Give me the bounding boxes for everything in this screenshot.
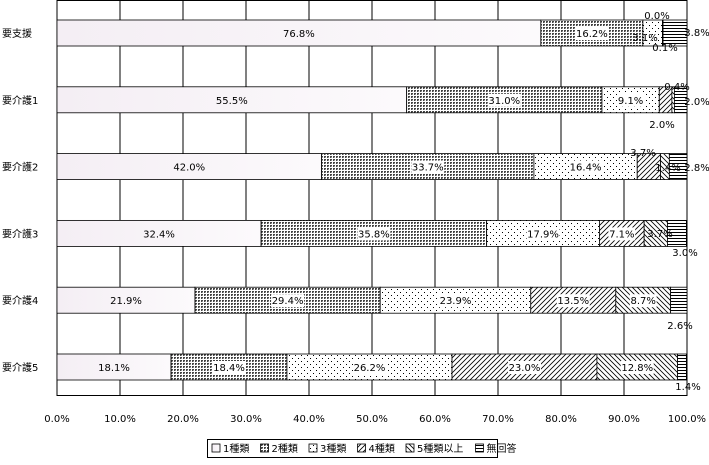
bar-segment	[56, 153, 323, 181]
x-tick-label: 50.0%	[356, 414, 388, 425]
legend-label: 5種類以上	[417, 442, 463, 455]
legend-swatch	[308, 443, 318, 453]
x-tick-label: 30.0%	[230, 414, 262, 425]
x-tick-label: 20.0%	[167, 414, 199, 425]
data-label: 2.6%	[667, 321, 692, 332]
data-label: 18.4%	[213, 363, 245, 374]
category-label: 要介護3	[2, 227, 38, 240]
x-tick-label: 0.0%	[44, 414, 69, 425]
data-label: 9.1%	[618, 96, 643, 107]
data-label-bg	[357, 227, 391, 241]
data-label: 0.0%	[644, 11, 669, 22]
data-label: 16.4%	[570, 163, 602, 174]
legend-label: 1種類	[223, 442, 249, 455]
legend-label: 無回答	[487, 442, 517, 455]
data-label: 23.0%	[509, 363, 541, 374]
data-label-bg	[487, 93, 521, 107]
x-tick-label: 100.0%	[668, 414, 706, 425]
data-label-bg	[617, 93, 645, 107]
data-label-bg	[569, 160, 603, 174]
bar-segment	[668, 153, 688, 181]
data-label-bg	[507, 361, 541, 374]
data-label: 2.0%	[649, 120, 674, 131]
x-tick-label: 80.0%	[545, 414, 577, 425]
data-label: 26.2%	[354, 363, 386, 374]
data-label: 23.9%	[440, 296, 472, 307]
bar-segment	[530, 286, 617, 314]
data-label: 0.4%	[664, 82, 689, 93]
legend-label: 3種類	[320, 442, 346, 455]
data-label-bg	[575, 27, 609, 40]
data-label: 55.5%	[216, 96, 248, 107]
data-label: 29.4%	[272, 296, 304, 307]
category-label: 要介護1	[2, 94, 38, 107]
data-label: 3.0%	[672, 248, 697, 259]
data-label: 18.1%	[98, 363, 130, 374]
bar-segment	[674, 86, 688, 114]
x-tick-label: 10.0%	[104, 414, 136, 425]
data-label-bg	[526, 227, 560, 241]
data-label: 32.4%	[143, 229, 175, 240]
bar-segment	[677, 353, 687, 381]
legend-label: 4種類	[369, 442, 395, 455]
legend-swatch	[475, 443, 484, 453]
legend-swatch	[211, 443, 221, 453]
data-label: 33.7%	[412, 163, 444, 174]
data-label: 21.9%	[110, 296, 142, 307]
data-label: 0.1%	[652, 43, 677, 54]
data-label-bg	[629, 294, 657, 308]
data-label: 3.7%	[630, 148, 655, 159]
data-label: 2.0%	[684, 97, 709, 108]
data-label-bg	[271, 294, 305, 308]
data-label-bg	[212, 361, 246, 374]
legend-swatch	[357, 443, 366, 453]
bar-segment	[56, 86, 408, 114]
data-label: 35.8%	[358, 229, 390, 240]
data-label-bg	[438, 294, 472, 308]
data-label: 7.1%	[609, 229, 634, 240]
data-label: 1.4%	[675, 382, 700, 393]
bar-segment	[56, 353, 172, 381]
legend-label: 2種類	[272, 442, 298, 455]
data-label: 12.8%	[621, 363, 653, 374]
data-label: 13.5%	[557, 296, 589, 307]
x-tick-label: 60.0%	[419, 414, 451, 425]
data-label-bg	[352, 361, 386, 374]
data-label: 42.0%	[173, 163, 205, 174]
category-label: 要介護5	[2, 361, 38, 374]
data-label: 31.0%	[488, 96, 520, 107]
data-label: 3.1%	[632, 33, 657, 44]
x-tick-label: 90.0%	[608, 414, 640, 425]
category-label: 要支援	[2, 27, 32, 40]
data-label-bg	[620, 361, 654, 374]
data-label: 8.7%	[631, 296, 656, 307]
x-tick-label: 70.0%	[482, 414, 514, 425]
data-label: 16.2%	[576, 29, 608, 40]
data-label: 3.8%	[684, 28, 709, 39]
data-label: 1.4%	[655, 163, 680, 174]
bar-segment	[56, 219, 262, 247]
data-label-bg	[556, 294, 590, 308]
bar-segment	[56, 286, 196, 314]
data-label: 76.8%	[283, 29, 315, 40]
bar-segment	[670, 286, 688, 314]
bar-segment	[56, 19, 542, 47]
data-label-bg	[608, 227, 636, 241]
category-label: 要介護4	[2, 294, 38, 307]
bar-segment	[662, 19, 688, 47]
bar-segment	[170, 353, 288, 381]
data-label-bg	[411, 160, 445, 174]
plot-frame	[56, 0, 688, 396]
bar-segment	[667, 219, 687, 247]
legend-swatch	[405, 443, 415, 453]
data-label: 3.7%	[647, 229, 672, 240]
data-label: 17.9%	[527, 229, 559, 240]
x-tick-label: 40.0%	[293, 414, 325, 425]
data-label: 2.8%	[684, 163, 709, 174]
category-label: 要介護2	[2, 161, 38, 174]
legend-swatch	[260, 443, 269, 453]
legend-box	[207, 439, 498, 458]
